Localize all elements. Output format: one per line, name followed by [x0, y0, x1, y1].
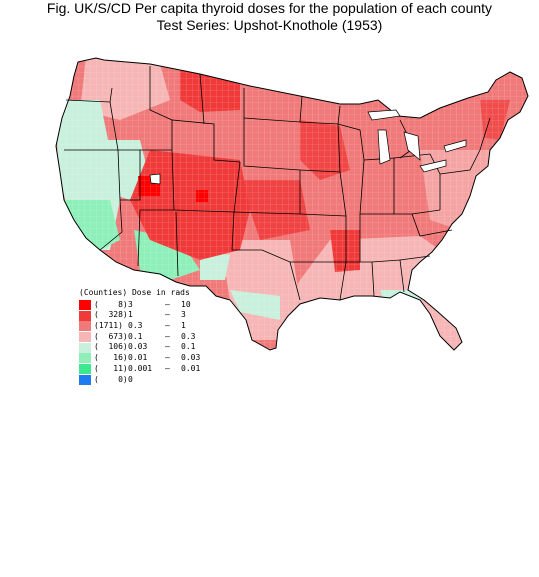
- great-lakes: [149, 109, 467, 185]
- legend-low: 0.3: [128, 321, 143, 331]
- legend-row: ( 8) 3 – 10: [79, 300, 200, 311]
- legend-dash: –: [165, 310, 170, 320]
- legend-swatch: [79, 342, 91, 353]
- legend-low: 0.03: [128, 342, 148, 352]
- legend-row: ( 106) 0.03 – 0.1: [79, 342, 200, 353]
- legend-swatch: [79, 300, 91, 311]
- legend-row: ( 16) 0.01 – 0.03: [79, 353, 200, 364]
- legend-high: 3: [181, 310, 186, 320]
- legend-rows: ( 8) 3–10( 328) 1–3 (1711) 0.3–1( 673) 0.1–0.…: [79, 300, 200, 386]
- legend-swatch: [79, 310, 91, 321]
- legend-low: 0.1: [128, 331, 143, 341]
- legend-row: ( 11) 0.001 – 0.01: [79, 364, 200, 375]
- legend-row: ( 673) 0.1 – 0.3: [79, 332, 200, 343]
- legend-count: ( 8): [94, 299, 128, 309]
- legend-high: 0.1: [181, 342, 196, 352]
- legend-high: 0.03: [181, 353, 201, 363]
- legend-count: ( 106): [94, 342, 128, 352]
- legend-high: 0.3: [181, 331, 196, 341]
- legend-row: (1711) 0.3 – 1: [79, 321, 200, 332]
- legend-count: ( 16): [94, 353, 128, 363]
- test-series-title: Test Series: Upshot-Knothole (1953): [156, 17, 383, 33]
- legend-swatch: [79, 321, 91, 332]
- legend-swatch: [79, 374, 91, 385]
- legend-swatch: [79, 364, 91, 375]
- legend-low: 3: [128, 299, 133, 309]
- legend-low: 0: [128, 374, 133, 384]
- legend-low: 0.01: [128, 353, 148, 363]
- legend-dash: –: [165, 321, 170, 331]
- legend-dash: –: [165, 363, 170, 373]
- legend-count: ( 328): [94, 310, 128, 320]
- legend-count: ( 673): [94, 331, 128, 341]
- legend-row: ( 328) 1 – 3: [79, 310, 200, 321]
- us-outline: [55, 57, 529, 351]
- legend-swatch: [79, 332, 91, 343]
- legend-row: ( 0) 0: [79, 375, 200, 386]
- legend-high: 0.01: [181, 363, 201, 373]
- legend-count: ( 0): [94, 374, 128, 384]
- figure-title: Fig. UK/S/CD Per capita thyroid doses fo…: [46, 0, 493, 16]
- legend-high: 1: [181, 321, 186, 331]
- legend-dash: –: [165, 342, 170, 352]
- dose-legend: (Counties) Dose in rads ( 8) 3–10( 328) 1–…: [79, 288, 200, 385]
- legend-dash: –: [165, 299, 170, 309]
- legend-header: (Counties) Dose in rads: [79, 288, 190, 297]
- legend-high: 10: [181, 299, 191, 309]
- legend-count: (1711): [94, 321, 123, 331]
- legend-swatch: [79, 353, 91, 364]
- legend-dash: –: [165, 353, 170, 363]
- legend-low: 1: [128, 310, 133, 320]
- legend-low: 0.001: [128, 363, 153, 373]
- legend-count: ( 11): [94, 363, 128, 373]
- legend-dash: –: [165, 331, 170, 341]
